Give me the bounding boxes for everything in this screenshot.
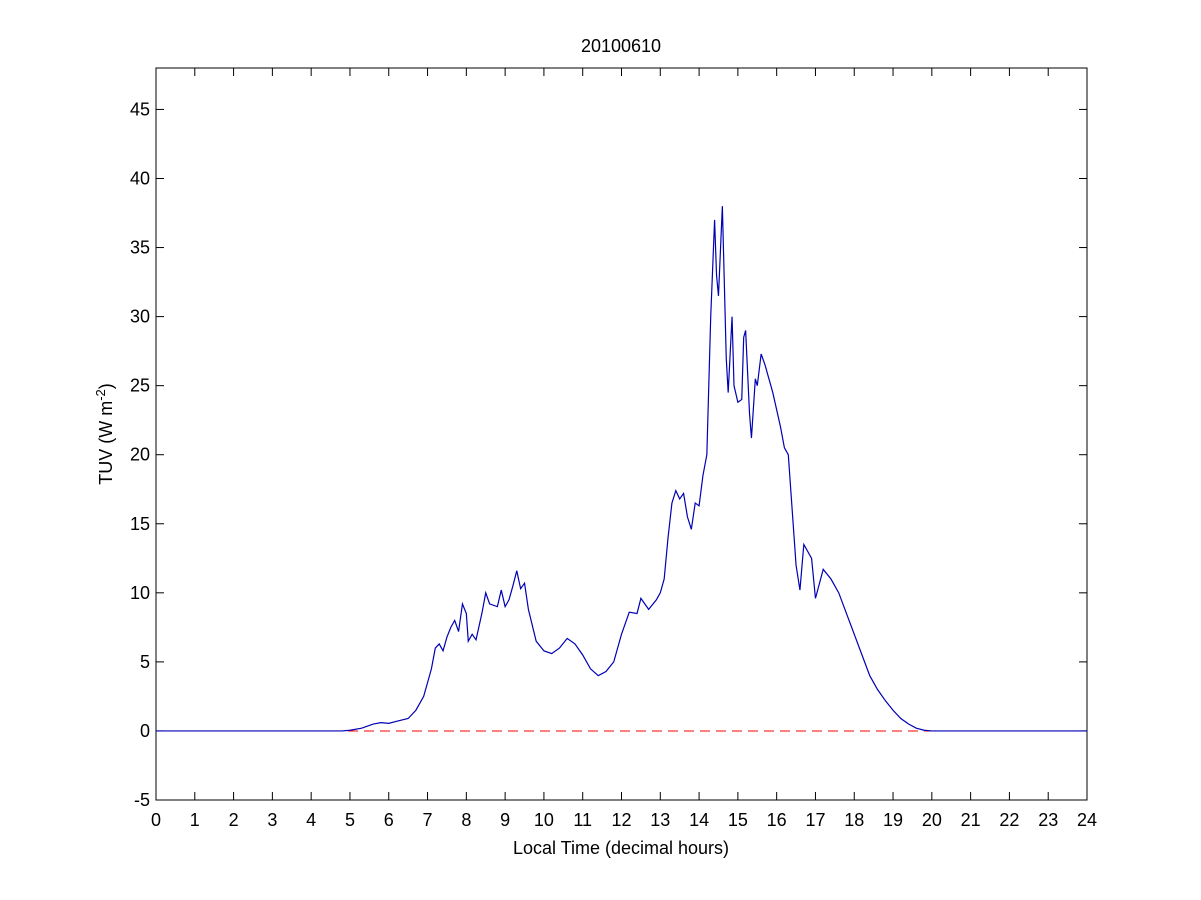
x-tick-label: 10 bbox=[534, 810, 554, 830]
x-tick-label: 19 bbox=[883, 810, 903, 830]
x-tick-label: 14 bbox=[689, 810, 709, 830]
y-tick-label: 35 bbox=[130, 238, 150, 258]
y-axis-label-text: TUV (W m bbox=[96, 401, 116, 485]
x-tick-label: 21 bbox=[961, 810, 981, 830]
y-axis-label-close: ) bbox=[96, 383, 116, 389]
y-tick-label: 30 bbox=[130, 307, 150, 327]
x-tick-label: 17 bbox=[805, 810, 825, 830]
plot-frame bbox=[155, 67, 1088, 801]
data-line bbox=[156, 206, 1087, 732]
x-tick-label: 7 bbox=[423, 810, 433, 830]
x-tick-label: 8 bbox=[461, 810, 471, 830]
x-tick-label: 22 bbox=[999, 810, 1019, 830]
x-tick-label: 4 bbox=[306, 810, 316, 830]
y-axis-label-exponent: -2 bbox=[93, 389, 108, 401]
y-tick-label: 40 bbox=[130, 168, 150, 188]
x-tick-label: 5 bbox=[345, 810, 355, 830]
chart-title: 20100610 bbox=[581, 36, 661, 56]
x-tick-label: 12 bbox=[611, 810, 631, 830]
x-axis-label: Local Time (decimal hours) bbox=[513, 838, 729, 858]
y-tick-label: 25 bbox=[130, 376, 150, 396]
y-tick-label: 45 bbox=[130, 99, 150, 119]
x-tick-label: 11 bbox=[573, 810, 592, 830]
x-tick-label: 6 bbox=[384, 810, 394, 830]
x-tick-label: 23 bbox=[1038, 810, 1058, 830]
y-axis-label: TUV (W m-2) bbox=[93, 383, 116, 485]
x-tick-label: 3 bbox=[267, 810, 277, 830]
y-tick-label: -5 bbox=[134, 790, 150, 810]
x-tick-label: 2 bbox=[229, 810, 239, 830]
y-tick-label: 20 bbox=[130, 445, 150, 465]
y-tick-label: 0 bbox=[140, 721, 150, 741]
x-tick-label: 1 bbox=[190, 810, 200, 830]
x-tick-label: 9 bbox=[500, 810, 510, 830]
y-tick-label: 10 bbox=[130, 583, 150, 603]
x-tick-label: 13 bbox=[650, 810, 670, 830]
x-tick-label: 20 bbox=[922, 810, 942, 830]
y-tick-label: 5 bbox=[140, 652, 150, 672]
x-tick-label: 0 bbox=[151, 810, 161, 830]
x-tick-label: 15 bbox=[728, 810, 748, 830]
x-tick-label: 16 bbox=[767, 810, 787, 830]
y-tick-label: 15 bbox=[130, 514, 150, 534]
x-tick-label: 24 bbox=[1077, 810, 1097, 830]
x-tick-label: 18 bbox=[844, 810, 864, 830]
